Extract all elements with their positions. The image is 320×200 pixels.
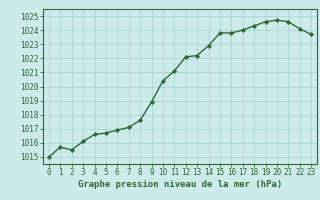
X-axis label: Graphe pression niveau de la mer (hPa): Graphe pression niveau de la mer (hPa) — [78, 180, 282, 189]
